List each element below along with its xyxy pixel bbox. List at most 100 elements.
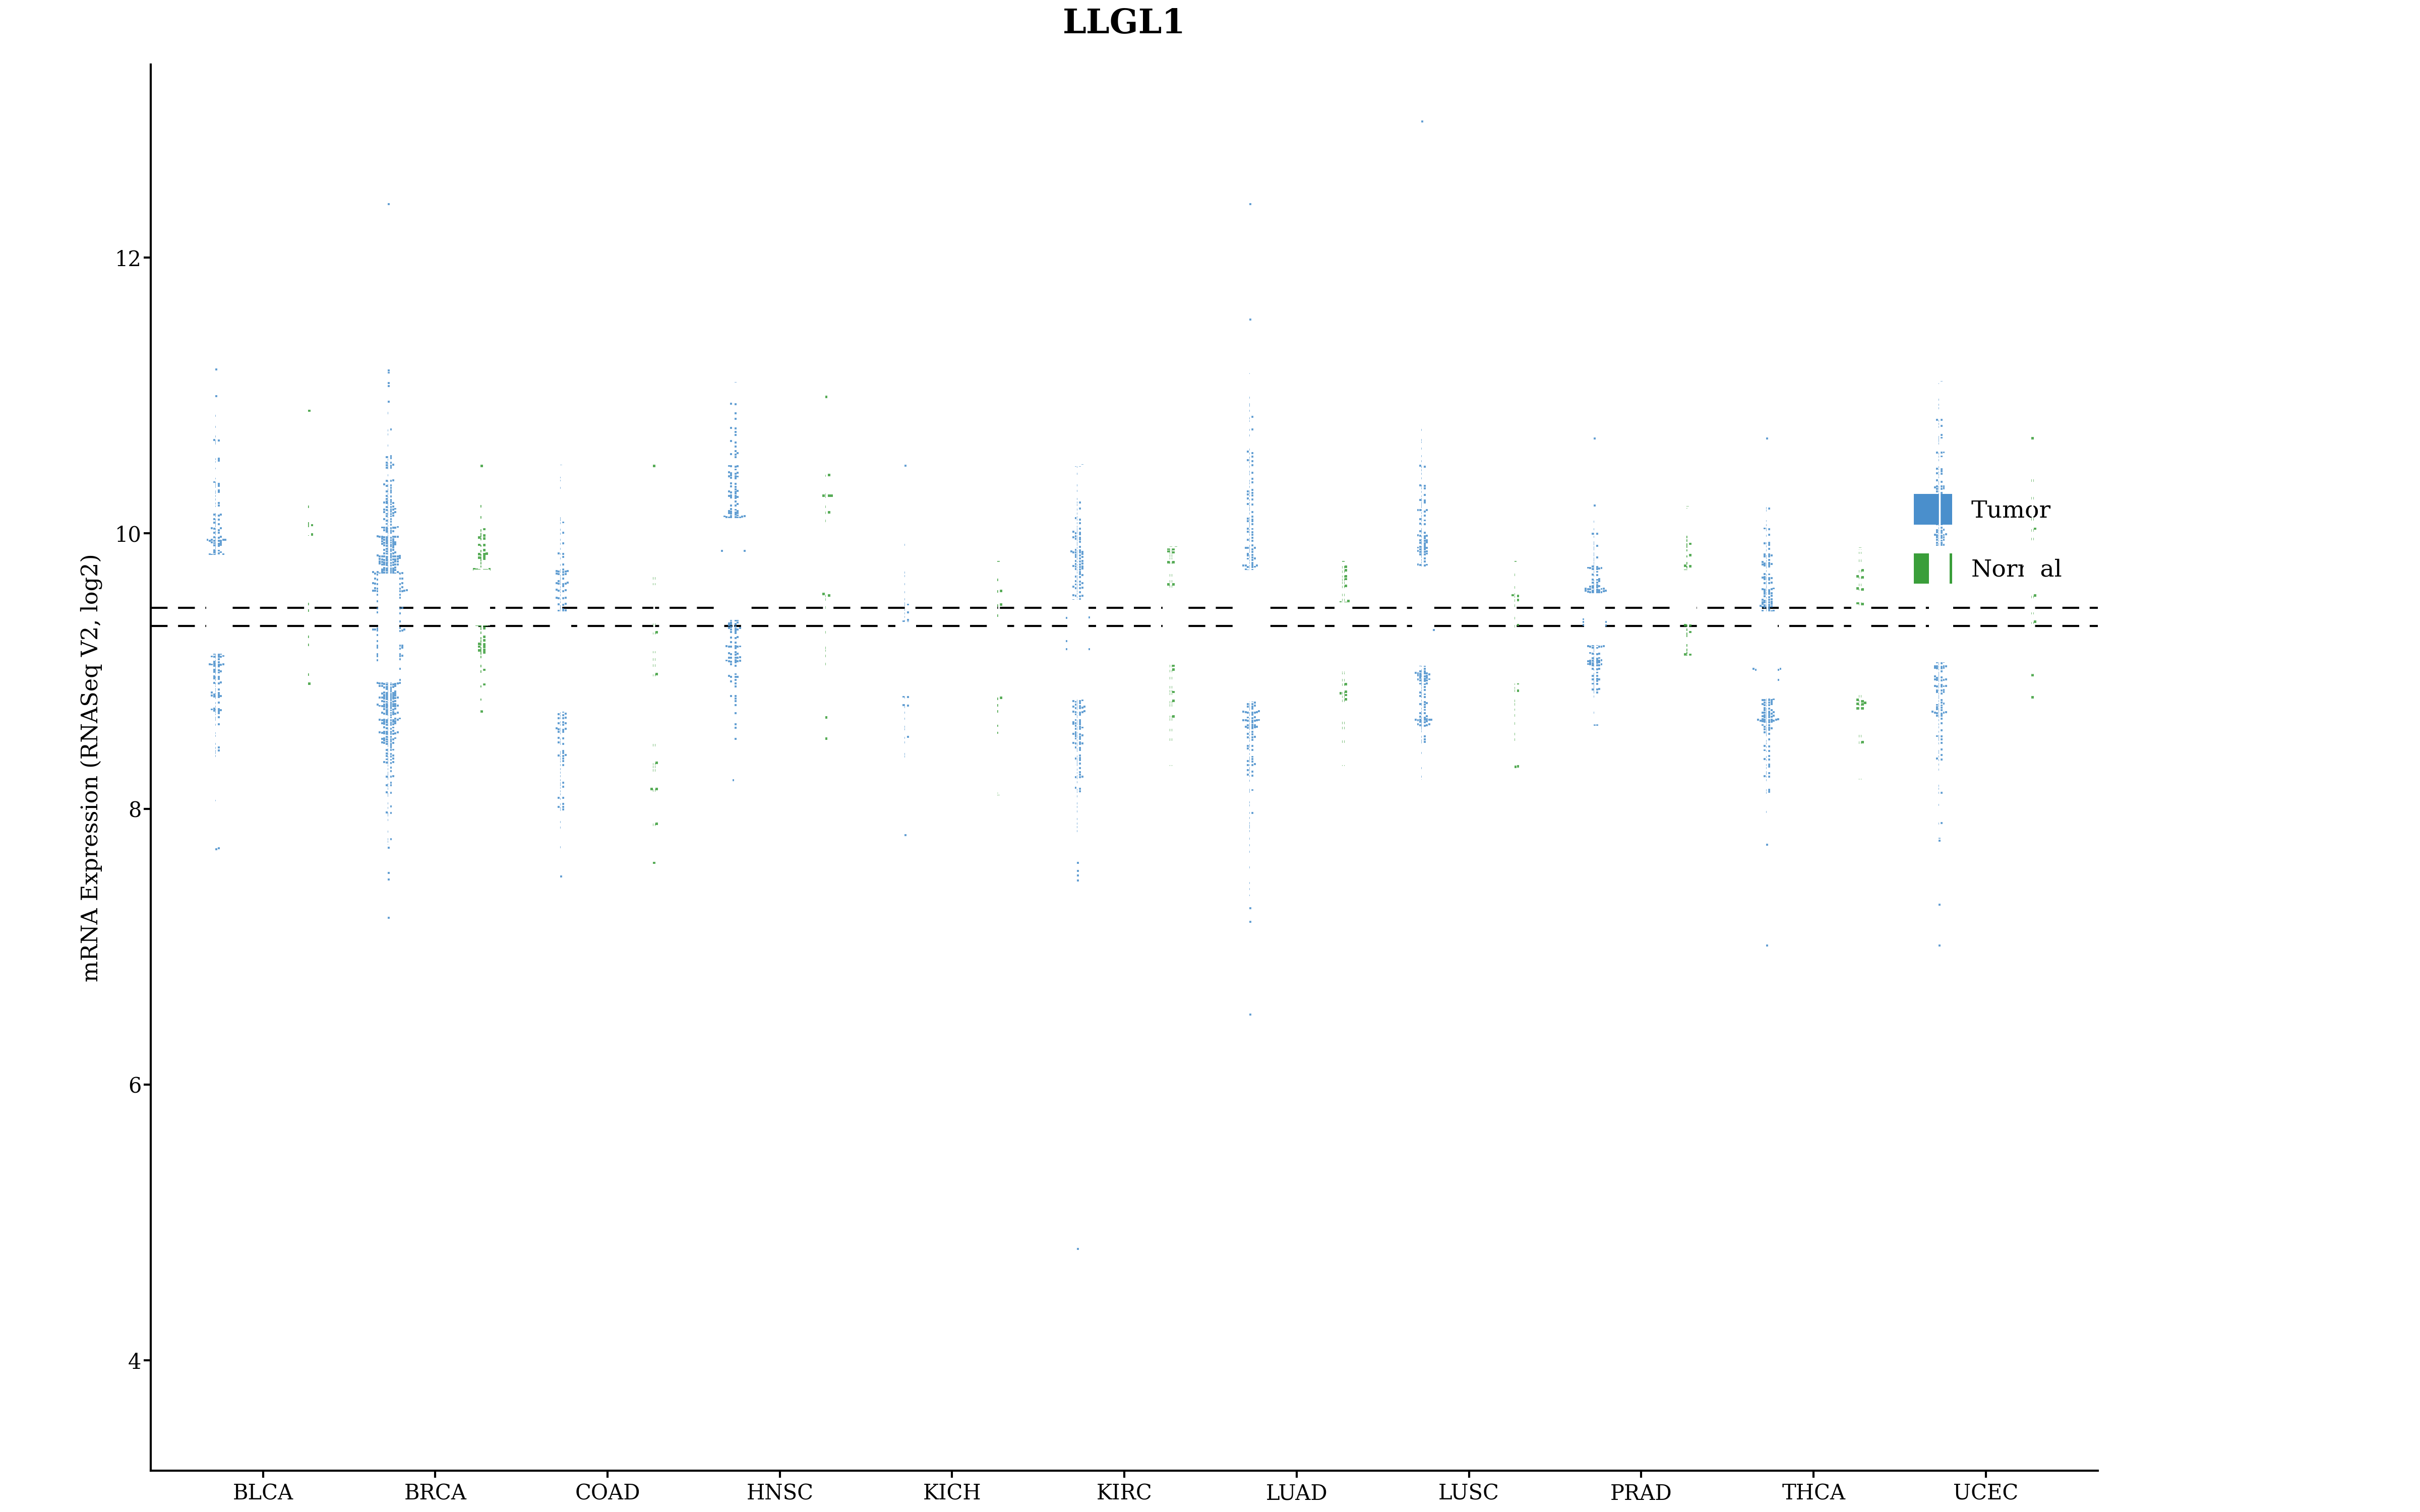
Point	[1411, 585, 1450, 609]
Point	[1058, 627, 1096, 652]
Point	[368, 516, 407, 540]
Point	[1924, 565, 1963, 590]
Point	[1575, 676, 1614, 700]
Point	[983, 686, 1021, 711]
Point	[1399, 593, 1437, 617]
Point	[465, 605, 503, 629]
Point	[1062, 611, 1101, 635]
Point	[194, 632, 232, 656]
Point	[1060, 508, 1099, 532]
Point	[375, 532, 414, 556]
Point	[1058, 820, 1096, 844]
Point	[542, 565, 581, 590]
Point	[373, 576, 411, 600]
Point	[634, 572, 673, 596]
Point	[1747, 711, 1786, 735]
Point	[714, 449, 753, 473]
Point	[373, 627, 411, 652]
Point	[1575, 426, 1614, 451]
Point	[1750, 659, 1788, 683]
Point	[886, 715, 924, 739]
Bar	[1508, 631, 1525, 683]
Point	[1404, 620, 1442, 644]
Point	[1399, 582, 1437, 606]
Point	[373, 547, 411, 572]
Point	[196, 677, 235, 702]
Point	[1919, 608, 1958, 632]
Point	[1921, 564, 1960, 588]
Point	[1924, 528, 1963, 552]
Point	[373, 599, 411, 623]
Point	[363, 600, 402, 624]
Point	[1150, 608, 1188, 632]
Point	[1921, 414, 1960, 438]
Point	[1575, 624, 1614, 649]
Point	[1232, 386, 1270, 410]
Point	[1672, 620, 1711, 644]
Point	[1055, 507, 1094, 531]
Point	[378, 525, 416, 549]
Point	[1844, 643, 1883, 667]
Point	[1747, 735, 1786, 759]
Point	[1919, 594, 1958, 618]
Point	[363, 587, 402, 611]
Point	[196, 686, 235, 711]
Point	[2013, 611, 2052, 635]
Point	[1568, 608, 1607, 632]
Point	[711, 392, 750, 416]
Point	[1740, 638, 1779, 662]
Point	[1917, 581, 1955, 605]
Point	[544, 627, 583, 652]
Point	[1667, 617, 1706, 641]
Point	[370, 664, 409, 688]
Point	[1919, 584, 1958, 608]
Point	[1747, 553, 1786, 578]
Point	[716, 686, 755, 711]
Point	[1399, 561, 1437, 585]
Point	[373, 588, 411, 612]
Point	[721, 505, 760, 529]
Point	[1575, 558, 1614, 582]
Point	[1401, 519, 1440, 543]
Point	[1921, 576, 1960, 600]
Point	[1408, 614, 1447, 638]
Point	[1750, 677, 1788, 702]
Point	[1055, 652, 1094, 676]
Point	[1062, 644, 1101, 668]
Point	[363, 624, 402, 649]
Point	[373, 596, 411, 620]
Point	[1926, 588, 1965, 612]
Point	[1404, 455, 1442, 479]
Point	[983, 593, 1021, 617]
Point	[1750, 702, 1788, 726]
Point	[465, 561, 503, 585]
Point	[1665, 614, 1704, 638]
Point	[196, 570, 235, 594]
Point	[709, 556, 748, 581]
Point	[368, 494, 407, 519]
Point	[544, 531, 583, 555]
Point	[1060, 637, 1099, 661]
Point	[1406, 553, 1445, 578]
Point	[1745, 708, 1784, 732]
Point	[714, 621, 753, 646]
Point	[1401, 553, 1440, 578]
Point	[378, 569, 416, 593]
Point	[716, 650, 755, 674]
Point	[1580, 618, 1619, 643]
Point	[1917, 582, 1955, 606]
Title: LLGL1: LLGL1	[1062, 8, 1186, 41]
Point	[368, 567, 407, 591]
Point	[1062, 732, 1101, 756]
Point	[365, 640, 404, 664]
Point	[1058, 528, 1096, 552]
Point	[196, 653, 235, 677]
Point	[368, 451, 407, 475]
Point	[201, 562, 240, 587]
Point	[1580, 611, 1619, 635]
Point	[1406, 714, 1445, 738]
Point	[1752, 709, 1791, 733]
Point	[1062, 555, 1101, 579]
Point	[1060, 594, 1099, 618]
Point	[1566, 576, 1604, 600]
